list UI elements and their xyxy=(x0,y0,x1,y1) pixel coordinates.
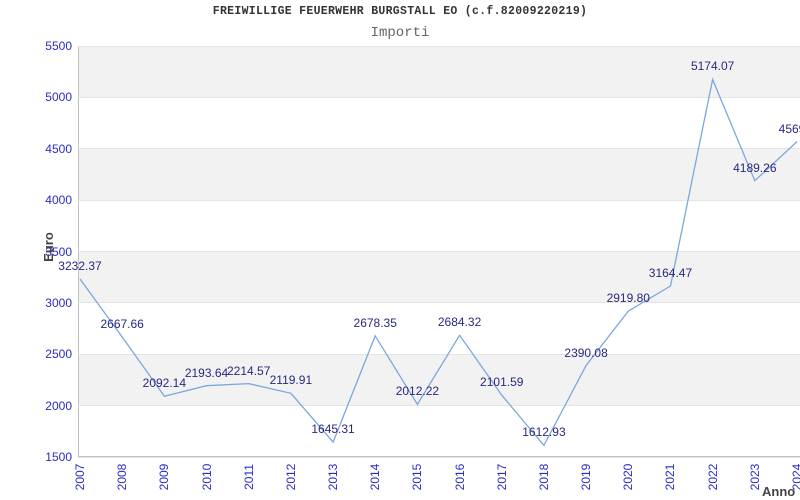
grid-band xyxy=(78,46,800,98)
data-point-label: 5174.07 xyxy=(690,59,735,74)
data-point-label: 2214.57 xyxy=(227,363,271,378)
gridline xyxy=(78,45,800,47)
gridline xyxy=(78,199,800,201)
data-point-label: 2684.32 xyxy=(437,315,482,330)
gridline xyxy=(78,302,800,304)
grid-band xyxy=(78,148,800,201)
y-tick-label: 5000 xyxy=(45,90,72,105)
data-point-label: 3164.47 xyxy=(648,265,693,280)
data-point-label: 4569.6 xyxy=(778,121,800,136)
data-point-label: 2667.66 xyxy=(100,317,144,332)
data-point-label: 2012.22 xyxy=(395,384,440,399)
y-tick-label: 4000 xyxy=(45,193,72,208)
y-axis-title: Euro xyxy=(41,232,56,262)
y-tick-label: 1500 xyxy=(45,450,72,464)
data-point-label: 3232.37 xyxy=(58,258,102,273)
data-point-label: 1612.93 xyxy=(522,425,566,440)
data-point-label: 2193.64 xyxy=(184,365,229,380)
y-tick-label: 3500 xyxy=(45,244,72,259)
x-axis-title: Anno xyxy=(762,484,796,499)
data-point-label: 2101.59 xyxy=(480,375,524,390)
grid-band xyxy=(78,251,800,303)
data-point-label: 2919.80 xyxy=(606,291,650,306)
y-tick-label: 5500 xyxy=(45,39,72,53)
data-point-label: 2119.91 xyxy=(269,373,313,388)
chart-subtitle: Importi xyxy=(370,25,430,41)
y-tick-label: 4500 xyxy=(45,141,72,156)
gridline xyxy=(78,456,800,458)
chart-title: FREIWILLIGE FEUERWEHR BURGSTALL EO (c.f.… xyxy=(212,5,588,18)
data-point-label: 1645.31 xyxy=(311,422,355,437)
series-line xyxy=(79,77,798,447)
grid-band xyxy=(78,354,800,406)
gridline xyxy=(78,96,800,98)
gridline xyxy=(78,353,800,355)
data-point-label: 2092.14 xyxy=(142,376,187,391)
gridline xyxy=(78,251,800,252)
data-point-label: 2678.35 xyxy=(353,315,397,330)
data-point-label: 2390.08 xyxy=(564,345,608,360)
y-tick-label: 2000 xyxy=(45,398,72,413)
data-point-label: 4189.26 xyxy=(733,160,777,175)
gridline xyxy=(78,405,800,407)
y-tick-label: 3000 xyxy=(45,295,72,310)
y-tick-label: 2500 xyxy=(45,347,72,362)
gridline xyxy=(78,148,800,150)
